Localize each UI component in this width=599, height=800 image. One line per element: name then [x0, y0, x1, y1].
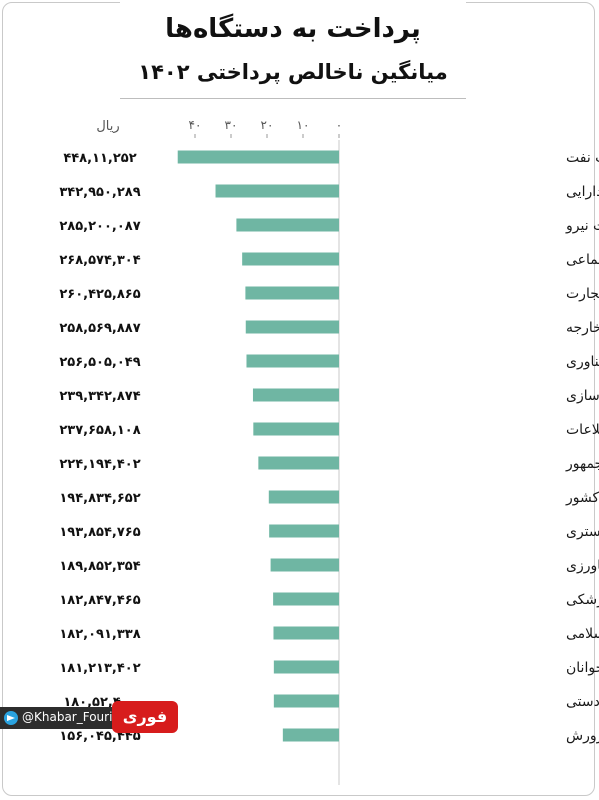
value-label: ۱۸۹,۸۵۲,۳۵۴ — [59, 559, 140, 574]
value-label: ۱۹۴,۸۳۴,۶۵۲ — [59, 491, 140, 506]
x-tick-label: ۱۰ — [297, 118, 310, 132]
bar — [242, 252, 339, 266]
category-label: وزارت ورزش و جوانان — [566, 660, 599, 676]
category-label: وزارت نفت — [566, 150, 599, 166]
bar — [245, 286, 339, 300]
bar — [215, 184, 339, 198]
page-subtitle: میانگین ناخالص پرداختی ۱۴۰۲ — [138, 60, 448, 84]
x-tick-label: ۰ — [336, 118, 342, 132]
category-label: وزارت میراث فرهنگی، گردشگری و صنایع دستی — [566, 693, 599, 710]
category-label: وزارت صنعت، معدن و تجارت — [566, 286, 599, 302]
bar — [236, 218, 339, 232]
bar — [282, 728, 339, 742]
category-label: وزارت تعاون، کار و رفاه اجتماعی — [566, 252, 599, 268]
value-label: ۴۴۸,۱۱,۲۵۲ — [63, 151, 136, 166]
bar — [273, 694, 339, 708]
category-label: وزارت جهاد کشاورزی — [566, 558, 599, 574]
title-box: پرداخت به دستگاه‌ها میانگین ناخالص پرداخ… — [120, 2, 466, 99]
value-label: ۲۵۸,۵۶۹,۸۸۷ — [59, 321, 140, 336]
category-label: وزارت ارتباطات و فناوری اطلاعات — [566, 422, 599, 438]
bar — [273, 592, 339, 606]
category-label: وزارت آموزش و پرورش — [566, 727, 599, 744]
bar — [258, 456, 339, 470]
category-label: وزارت امور خارجه — [566, 320, 599, 336]
value-label: ۲۲۴,۱۹۴,۴۰۲ — [59, 457, 140, 472]
bar — [177, 150, 339, 164]
category-label: وزارت بهداشت، درمان و آموزش پزشکی — [566, 591, 599, 608]
bar — [273, 660, 339, 674]
value-label: ۳۴۲,۹۵۰,۲۸۹ — [59, 185, 140, 200]
category-label: وزارت کشور — [565, 490, 599, 506]
bar — [273, 626, 339, 640]
watermark-bar — [0, 707, 145, 729]
bar — [253, 422, 339, 436]
category-label: سازمان‌های زیر نظر رئیس جمهور — [565, 456, 599, 472]
bar — [270, 558, 339, 572]
value-label: ۱۸۱,۲۱۳,۴۰۲ — [59, 661, 140, 676]
value-label: ۲۸۵,۲۰۰,۰۸۷ — [59, 219, 140, 234]
value-label: ۲۵۶,۵۰۵,۰۴۹ — [59, 355, 140, 370]
value-label: ۲۶۸,۵۷۴,۳۰۴ — [59, 253, 140, 268]
category-label: وزارت نیرو — [565, 218, 599, 234]
bar — [252, 388, 339, 402]
value-label: ۱۸۲,۸۴۷,۴۶۵ — [59, 593, 140, 608]
bar — [268, 490, 339, 504]
watermark-logo: فوری — [112, 701, 178, 733]
category-label: وزارت امور اقتصادی و دارایی — [566, 184, 599, 200]
x-tick-label: ۲۰ — [261, 118, 274, 132]
value-label: ۲۳۹,۳۴۲,۸۷۴ — [59, 389, 140, 404]
value-label: ۲۶۰,۴۲۵,۸۶۵ — [59, 287, 140, 302]
bar — [245, 320, 339, 334]
watermark-handle: @Khabar_Fouri — [22, 710, 113, 724]
category-label: وزارت فرهنگ و ارشاد اسلامی — [566, 625, 599, 642]
watermark: @Khabar_Fouri فوری — [0, 701, 190, 735]
unit-label: ریال — [96, 119, 119, 134]
x-tick-label: ۳۰ — [225, 118, 238, 132]
value-label: ۱۸۲,۰۹۱,۳۳۸ — [59, 627, 140, 642]
value-label: ۱۹۳,۸۵۴,۷۶۵ — [59, 525, 140, 540]
value-label: ۲۳۷,۶۵۸,۱۰۸ — [59, 423, 140, 438]
page-title: پرداخت به دستگاه‌ها — [165, 14, 421, 44]
category-label: وزارت دادگستری — [566, 523, 599, 540]
bar — [269, 524, 339, 538]
category-label: وزارت راه و شهرسازی — [566, 388, 599, 404]
x-tick-label: ۴۰ — [189, 118, 202, 132]
telegram-icon — [4, 711, 18, 725]
category-label: وزارت علوم، تحقیقات و فناوری — [566, 354, 599, 370]
bar — [246, 354, 339, 368]
